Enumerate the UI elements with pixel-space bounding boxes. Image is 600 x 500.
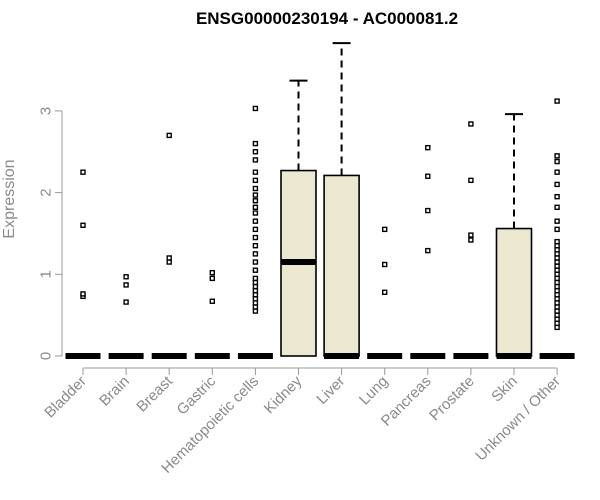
outlier-point	[382, 289, 388, 295]
outlier-point	[252, 105, 259, 112]
x-tick-label: Kidney	[261, 372, 306, 417]
outlier-point	[252, 157, 259, 163]
outlier-point	[166, 255, 172, 261]
outlier-point	[252, 218, 259, 224]
outlier-point	[382, 261, 388, 268]
outlier-point	[252, 243, 259, 249]
box-group	[495, 113, 533, 359]
outlier-point	[252, 204, 259, 211]
outlier-point	[425, 207, 431, 214]
x-tick-label: Skin	[488, 373, 521, 406]
outlier-point	[123, 274, 129, 280]
outlier-point	[80, 291, 86, 297]
y-tick-label: 3	[38, 107, 55, 115]
outlier-point	[425, 247, 431, 254]
y-tick-label: 1	[38, 270, 55, 278]
outlier-point	[425, 173, 431, 179]
outlier-point	[252, 259, 259, 265]
outlier-point	[554, 153, 560, 159]
y-tick-label: 0	[38, 352, 55, 360]
outlier-point	[468, 177, 474, 184]
outlier-point	[252, 234, 259, 241]
outlier-point	[80, 222, 86, 228]
x-tick-label: Prostate	[426, 373, 478, 425]
outlier-point	[468, 232, 474, 238]
box-group	[410, 144, 446, 359]
box-group	[65, 169, 101, 359]
box-group	[367, 226, 403, 359]
outlier-point	[252, 149, 259, 155]
box-group	[453, 121, 489, 359]
x-tick-label: Bladder	[41, 373, 90, 422]
y-tick-label: 2	[38, 188, 55, 196]
outlier-point	[252, 192, 259, 198]
outlier-point	[252, 210, 259, 216]
outlier-point	[209, 275, 216, 282]
outlier-point	[554, 238, 560, 245]
outlier-point	[252, 140, 259, 147]
outlier-point	[252, 169, 259, 175]
outlier-point	[382, 226, 388, 233]
outlier-point	[554, 193, 560, 200]
outlier-point	[252, 177, 259, 184]
outlier-point	[468, 121, 474, 127]
y-axis-label: Expression	[1, 159, 18, 238]
y-ticks: 0 1 2 3	[38, 107, 62, 360]
outlier-point	[554, 204, 560, 211]
x-tick-label: Breast	[133, 372, 176, 415]
outlier-point	[252, 275, 259, 282]
chart-title: ENSG00000230194 - AC000081.2	[196, 9, 458, 28]
outlier-point	[554, 226, 560, 233]
box-group	[323, 42, 360, 359]
x-tick-label: Brain	[96, 373, 133, 410]
outlier-point	[252, 185, 259, 192]
iqr-box	[495, 227, 533, 357]
boxes	[65, 42, 575, 359]
outlier-point	[252, 251, 259, 257]
outlier-point	[166, 132, 172, 139]
box-group	[237, 105, 273, 359]
outlier-point	[252, 226, 259, 233]
outlier-point	[123, 282, 129, 288]
outlier-point	[554, 169, 560, 175]
box-group	[108, 274, 144, 359]
outlier-point	[209, 269, 216, 276]
outlier-point	[468, 237, 474, 243]
box-group	[194, 269, 230, 359]
x-tick-label: Liver	[313, 373, 348, 408]
outlier-point	[209, 298, 216, 304]
box-group	[539, 98, 575, 359]
box-group	[151, 132, 187, 359]
outlier-point	[252, 267, 259, 273]
outlier-point	[80, 169, 86, 175]
x-tick-label: Lung	[356, 373, 392, 409]
outlier-point	[252, 198, 259, 204]
outlier-point	[425, 144, 431, 151]
iqr-box	[323, 174, 360, 357]
box-group	[280, 79, 317, 357]
outlier-point	[554, 181, 560, 188]
outlier-point	[123, 299, 129, 305]
outlier-point	[554, 158, 560, 165]
outlier-point	[554, 218, 560, 224]
outlier-point	[554, 98, 560, 104]
